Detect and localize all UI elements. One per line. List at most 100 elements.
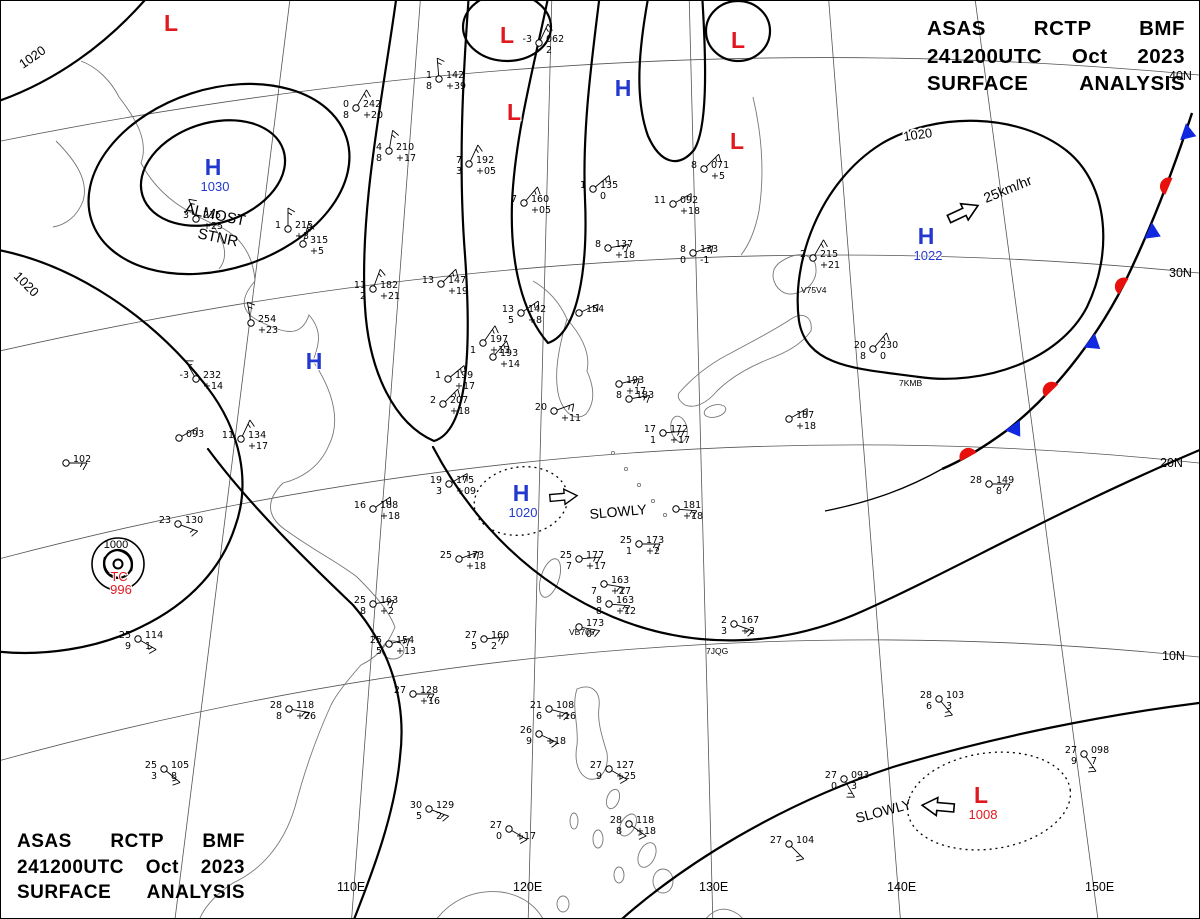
- station-circle: [605, 600, 613, 608]
- station-plot: 27 093 0 3: [825, 770, 869, 798]
- wind-barb-tick: [387, 600, 390, 606]
- wind-barb-tick: [563, 714, 570, 721]
- station-plot: 11 182 2 +21: [354, 269, 400, 302]
- station-tendency: 8: [171, 771, 177, 782]
- station-plot: 28 103 6 3: [920, 690, 964, 717]
- station-circle: [445, 480, 453, 488]
- station-circle: [369, 505, 377, 513]
- station-tendency: +20: [363, 110, 383, 121]
- station-circle: [625, 395, 633, 403]
- station-circle: [545, 705, 553, 713]
- wind-barb-tick: [715, 157, 718, 162]
- station-pressure: 315: [310, 235, 328, 246]
- wind-barb-tick: [426, 693, 430, 699]
- station-circle: [600, 580, 608, 588]
- wind-barb-tick: [442, 815, 449, 822]
- wind-barb-tick: [795, 858, 804, 862]
- station-tendency: -1: [700, 255, 709, 266]
- station-plot: 269 +18: [520, 725, 566, 748]
- station-dewpoint: 5: [508, 315, 514, 326]
- wind-barb-tick: [473, 553, 475, 558]
- pressure-center-l: L: [731, 27, 745, 53]
- station-temp: 8: [595, 239, 601, 250]
- chart-title-top-right: ASAS RCTP BMF 241200UTC Oct 2023 SURFACE…: [927, 15, 1185, 98]
- station-dewpoint: 8: [276, 711, 282, 722]
- wind-barb-tick: [82, 462, 88, 471]
- wind-barb: [292, 709, 310, 714]
- station-plot: 2 215+21: [800, 239, 840, 271]
- station-pressure: 192: [476, 155, 494, 166]
- station-pressure: 137: [615, 239, 633, 250]
- station-circle: [299, 240, 307, 248]
- wind-barb: [450, 365, 465, 378]
- station-pressure: 215: [820, 249, 838, 260]
- wind-barb: [874, 332, 887, 347]
- wind-barb: [373, 269, 381, 287]
- station-dewpoint: 5: [471, 641, 477, 652]
- station-circle: [809, 254, 817, 262]
- station-tendency: +2: [380, 606, 394, 617]
- station-circle: [247, 319, 255, 327]
- station-plot: 181+18: [672, 500, 703, 522]
- wind-barb: [607, 584, 625, 589]
- wind-barb-tick: [638, 835, 647, 840]
- station-temp: 1: [275, 220, 281, 231]
- station-tendency: +09: [456, 486, 476, 497]
- wind-barb-tick: [547, 23, 553, 31]
- station-pressure: 114: [145, 630, 163, 641]
- station-tendency: +17: [455, 381, 475, 392]
- wind-barb-tick: [534, 190, 537, 195]
- wind-barb-tick: [622, 605, 626, 610]
- ship-id: VB705: [569, 627, 595, 637]
- station-tendency: +25: [616, 771, 636, 782]
- wind-barb-tick: [823, 239, 828, 248]
- station-pressure: 127: [616, 760, 634, 771]
- station-temp: 11: [354, 280, 366, 291]
- wind-barb: [461, 551, 479, 559]
- wind-barb-tick: [608, 175, 611, 184]
- wind-barb-tick: [506, 340, 510, 349]
- station-circle: [604, 244, 612, 252]
- wind-barb-tick: [457, 389, 461, 398]
- wind-barb-tick: [189, 529, 194, 533]
- station-temp: 17: [644, 424, 656, 435]
- station-plot: 7 160+05: [511, 186, 551, 216]
- wind-barb-tick: [452, 272, 455, 277]
- station-tendency: 2: [491, 641, 497, 652]
- station-dewpoint: 3: [436, 486, 442, 497]
- station-tendency: 1: [145, 641, 151, 652]
- title-line-3: SURFACE ANALYSIS: [17, 882, 245, 904]
- station-tendency: 8: [996, 486, 1002, 497]
- wind-barb-tick: [944, 714, 953, 717]
- wind-barb-tick: [247, 306, 253, 309]
- isobar-label: 1020: [902, 125, 933, 144]
- station-plot: 4 210 8 +17: [376, 129, 416, 164]
- station-dewpoint: 2: [360, 291, 366, 302]
- station-plot: 27 104: [770, 835, 814, 862]
- station-temp: 25: [370, 635, 382, 646]
- station-pressure: 232: [203, 370, 221, 381]
- station-plot: 102: [62, 454, 91, 471]
- station-plot: 2 167 3 +2: [721, 615, 759, 637]
- wind-barb-tick: [691, 510, 698, 518]
- graticule-label: 150E: [1085, 880, 1114, 894]
- pressure-center-h: H: [205, 154, 222, 180]
- station-pressure: 160: [531, 194, 549, 205]
- station-pressure: 142: [528, 304, 546, 315]
- station-circle: [635, 540, 643, 548]
- wind-barb-tick: [287, 207, 296, 213]
- station-dewpoint: 8: [360, 606, 366, 617]
- wind-barb-tick: [550, 740, 555, 744]
- wind-barb-tick: [745, 629, 750, 633]
- station-temp: 25: [354, 595, 366, 606]
- station-temp: 13: [502, 304, 514, 315]
- wind-barb-tick: [308, 223, 315, 230]
- station-circle: [479, 339, 487, 347]
- wind-barb: [940, 701, 953, 716]
- pressure-center-h: H: [513, 480, 530, 506]
- station-temp: 28: [270, 700, 282, 711]
- station-temp: 8: [596, 595, 602, 606]
- station-pressure: 183: [636, 390, 654, 401]
